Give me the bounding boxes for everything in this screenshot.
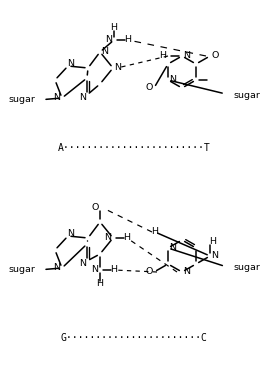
Text: N: N [54,94,61,102]
Text: H: H [110,23,117,33]
Text: H: H [96,280,103,288]
Text: H: H [159,51,166,61]
Text: O: O [145,84,153,92]
Text: N: N [106,36,113,44]
Text: N: N [102,47,109,57]
Text: O: O [91,203,99,212]
Text: N: N [169,243,177,252]
Text: G·······················C: G·······················C [61,333,207,343]
Text: sugar: sugar [8,265,35,275]
Text: N: N [184,51,191,61]
Text: sugar: sugar [233,91,260,99]
Text: N: N [184,268,191,276]
Text: A························T: A························T [58,143,210,153]
Text: N: N [105,233,111,243]
Text: N: N [169,76,177,84]
Text: sugar: sugar [8,95,35,105]
Text: sugar: sugar [233,264,260,273]
Text: O: O [211,51,219,61]
Text: N: N [211,251,218,261]
Text: H: H [125,36,132,44]
Text: N: N [114,63,121,73]
Text: N: N [68,58,75,68]
Text: N: N [80,259,87,269]
Text: H: H [151,228,158,236]
Text: N: N [54,264,61,273]
Text: H: H [124,233,131,243]
Text: O: O [145,268,153,276]
Text: H: H [110,265,117,275]
Text: N: N [91,265,99,275]
Text: H: H [210,237,217,247]
Text: N: N [80,94,87,102]
Text: N: N [68,229,75,237]
